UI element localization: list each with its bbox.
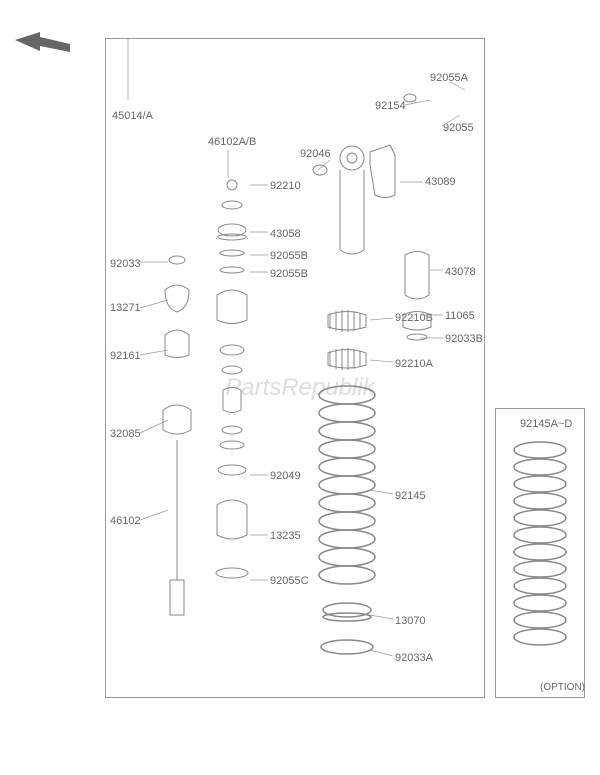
option-spring-icon: [508, 440, 573, 650]
leader-lines: [0, 0, 600, 775]
main-spring-icon: [315, 385, 380, 675]
valve-stack-icon: [205, 175, 260, 595]
diagram-container: PartsRepublik 45014/A 46102A/B 92210 430…: [0, 0, 600, 775]
rod-assembly-icon: [155, 240, 200, 620]
reservoir-cap-icon: [395, 245, 440, 345]
lock-nuts-icon: [320, 305, 375, 375]
